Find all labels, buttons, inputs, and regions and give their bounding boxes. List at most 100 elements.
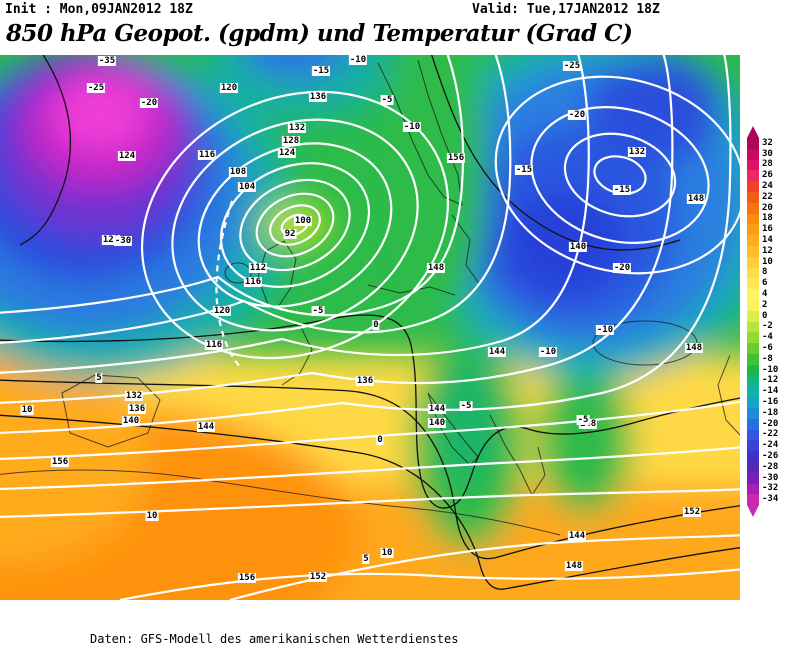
legend-color-chip bbox=[747, 138, 759, 149]
legend-value: 4 bbox=[762, 289, 768, 300]
legend-row: 26 bbox=[747, 170, 789, 182]
legend-color-chip bbox=[747, 407, 759, 419]
legend-color-chip bbox=[747, 202, 759, 214]
legend-value: 14 bbox=[762, 235, 773, 246]
legend-value: 24 bbox=[762, 181, 773, 192]
legend-value: 18 bbox=[762, 213, 773, 224]
legend-row: 18 bbox=[747, 213, 789, 225]
legend-value: -12 bbox=[762, 375, 779, 386]
legend-row: 6 bbox=[747, 278, 789, 290]
weather-map bbox=[0, 55, 740, 600]
legend-color-chip bbox=[747, 170, 759, 182]
legend-row: 22 bbox=[747, 191, 789, 203]
legend-value: -14 bbox=[762, 386, 779, 397]
legend-row: 2 bbox=[747, 299, 789, 311]
legend-row: -16 bbox=[747, 397, 789, 408]
legend-row: 8 bbox=[747, 267, 789, 279]
legend-value: -28 bbox=[762, 461, 779, 472]
legend-value: 22 bbox=[762, 191, 773, 202]
legend-value: 10 bbox=[762, 256, 773, 267]
legend-value: -34 bbox=[762, 494, 779, 505]
legend-value: 12 bbox=[762, 245, 773, 256]
legend-row: -22 bbox=[747, 429, 789, 441]
legend-row: -8 bbox=[747, 353, 789, 365]
legend-row: -10 bbox=[747, 364, 789, 376]
legend-value: -16 bbox=[762, 397, 779, 408]
legend-value: 20 bbox=[762, 202, 773, 213]
legend-color-chip bbox=[747, 245, 759, 257]
coastlines bbox=[0, 59, 740, 536]
legend-row: 30 bbox=[747, 148, 789, 160]
legend-value: -2 bbox=[762, 321, 773, 332]
init-time-label: Init : Mon,09JAN2012 18Z bbox=[5, 2, 193, 17]
legend-row: -4 bbox=[747, 332, 789, 344]
legend-value: -32 bbox=[762, 483, 779, 494]
legend-color-chip bbox=[747, 397, 759, 408]
legend-row: 4 bbox=[747, 289, 789, 300]
legend-value: 8 bbox=[762, 267, 768, 278]
legend-value: 26 bbox=[762, 170, 773, 181]
legend-value: -24 bbox=[762, 440, 779, 451]
legend-color-chip bbox=[747, 364, 759, 376]
legend-value: -26 bbox=[762, 451, 779, 461]
legend-color-chip bbox=[747, 429, 759, 441]
legend-color-chip bbox=[747, 483, 759, 495]
legend-row: -24 bbox=[747, 440, 789, 452]
legend-color-chip bbox=[747, 235, 759, 246]
legend-value: -6 bbox=[762, 343, 773, 354]
legend-color-chip bbox=[747, 159, 759, 171]
legend-row: -18 bbox=[747, 407, 789, 419]
legend-row: 20 bbox=[747, 202, 789, 214]
legend-row: -12 bbox=[747, 375, 789, 387]
legend-row: -26 bbox=[747, 451, 789, 462]
legend-color-chip bbox=[747, 472, 759, 484]
legend-row: -34 bbox=[747, 494, 789, 506]
legend-value: 6 bbox=[762, 278, 768, 289]
legend-color-chip bbox=[747, 267, 759, 279]
legend-arrow-up-icon bbox=[747, 126, 759, 138]
legend-row: -20 bbox=[747, 418, 789, 430]
legend-color-chip bbox=[747, 461, 759, 473]
legend-arrow-down-icon bbox=[747, 505, 759, 518]
legend-value: -10 bbox=[762, 364, 779, 375]
legend-value: -22 bbox=[762, 429, 779, 440]
legend-value: 2 bbox=[762, 299, 768, 310]
legend-value: -20 bbox=[762, 418, 779, 429]
legend-color-chip bbox=[747, 181, 759, 192]
legend-value: -4 bbox=[762, 332, 773, 343]
legend-row: -14 bbox=[747, 386, 789, 398]
temperature-legend: 32 30 28 26 24 22 20 18 16 14 12 10 8 6 4 2 0 -2 -4 -6 -8 -10… bbox=[747, 126, 789, 518]
legend-color-chip bbox=[747, 148, 759, 160]
legend-color-chip bbox=[747, 494, 759, 506]
valid-time-label: Valid: Tue,17JAN2012 18Z bbox=[472, 2, 660, 17]
legend-color-chip bbox=[747, 278, 759, 290]
legend-color-chip bbox=[747, 353, 759, 365]
attribution: Daten: GFS-Modell des amerikanischen Wet… bbox=[90, 602, 458, 648]
legend-color-chip bbox=[747, 451, 759, 462]
legend-value: 0 bbox=[762, 310, 768, 321]
legend-row: 10 bbox=[747, 256, 789, 268]
legend-row: -6 bbox=[747, 343, 789, 354]
legend-color-chip bbox=[747, 310, 759, 322]
legend-value: 32 bbox=[762, 137, 773, 148]
legend-row: 24 bbox=[747, 181, 789, 192]
legend-value: 16 bbox=[762, 224, 773, 235]
legend-color-chip bbox=[747, 299, 759, 311]
legend-rows: 32 30 28 26 24 22 20 18 16 14 12 10 8 6 4 2 0 -2 -4 -6 -8 -10… bbox=[747, 138, 789, 506]
legend-row: -32 bbox=[747, 483, 789, 495]
legend-color-chip bbox=[747, 332, 759, 344]
geopotential-contours bbox=[0, 55, 740, 600]
legend-row: 0 bbox=[747, 310, 789, 322]
legend-color-chip bbox=[747, 343, 759, 354]
legend-value: 30 bbox=[762, 148, 773, 159]
legend-row: 32 bbox=[747, 138, 789, 149]
legend-row: -30 bbox=[747, 472, 789, 484]
legend-color-chip bbox=[747, 386, 759, 398]
legend-row: 16 bbox=[747, 224, 789, 236]
legend-color-chip bbox=[747, 224, 759, 236]
legend-value: 28 bbox=[762, 159, 773, 170]
legend-color-chip bbox=[747, 256, 759, 268]
legend-value: -8 bbox=[762, 353, 773, 364]
attribution-line-1: Daten: GFS-Modell des amerikanischen Wet… bbox=[90, 632, 459, 646]
